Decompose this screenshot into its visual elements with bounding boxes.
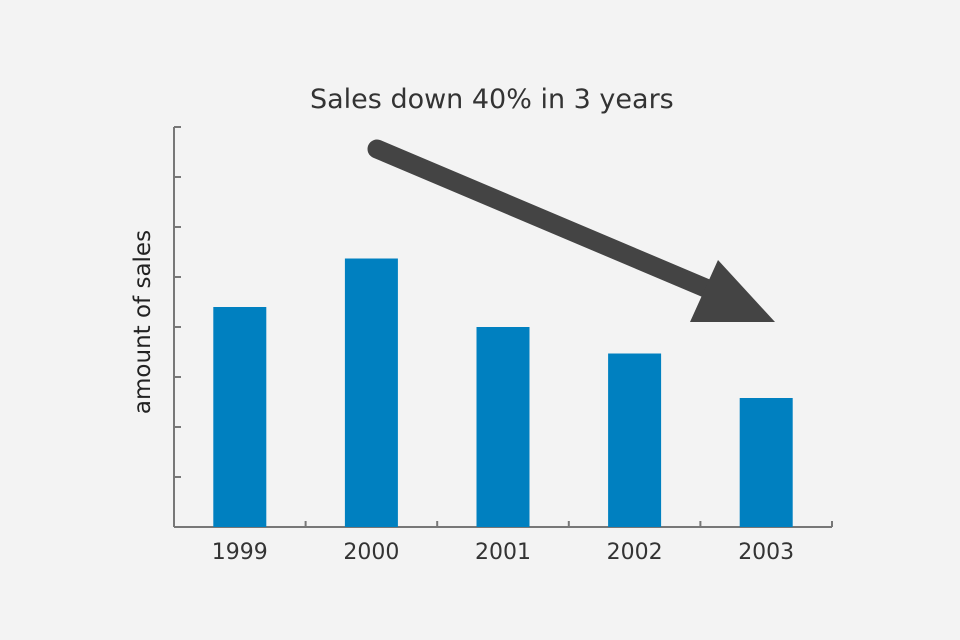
x-tick-label-2001: 2001 — [475, 540, 531, 565]
bar-2003 — [739, 398, 793, 527]
trend-arrow-head — [690, 260, 775, 322]
x-tick-label-1999: 1999 — [211, 540, 268, 565]
trend-annotation: Sales down 40% in 3 years — [310, 84, 674, 115]
bar-2001 — [476, 327, 530, 527]
trend-arrow-shaft — [367, 139, 725, 302]
bar-1999 — [213, 307, 267, 527]
bar-2000 — [344, 258, 398, 527]
bar-2002 — [608, 353, 662, 527]
x-tick-label-2002: 2002 — [606, 540, 663, 565]
x-tick-label-2000: 2000 — [343, 540, 400, 565]
x-tick-label-2003: 2003 — [738, 540, 795, 565]
y-axis-label: amount of sales — [130, 229, 156, 415]
